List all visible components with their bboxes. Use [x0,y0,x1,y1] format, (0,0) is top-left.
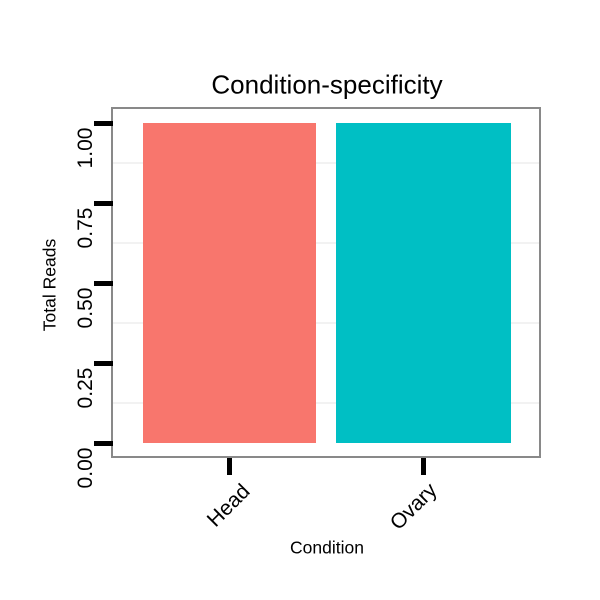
minor-gridline [113,242,539,244]
y-axis-title: Total Reads [39,238,60,332]
y-tick-label: 0.00 [74,447,97,489]
x-axis-title: Condition [290,537,364,558]
y-axis-tick-mark [94,121,113,126]
y-tick-label: 1.00 [74,127,97,169]
x-axis-tick-mark [421,458,426,475]
chart-title: Condition-specificity [211,69,443,100]
minor-gridline [113,322,539,324]
y-axis-tick-mark [94,281,113,286]
y-tick-label: 0.75 [74,207,97,249]
x-tick-label-head: Head [202,479,255,532]
minor-gridline [113,162,539,164]
y-axis-tick-mark [94,201,113,206]
x-tick-label-ovary: Ovary [385,478,442,535]
x-axis-tick-mark [227,458,232,475]
y-axis-tick-mark [94,441,113,446]
bar-ovary [336,123,511,443]
bar-head [143,123,316,443]
plot-panel [111,107,541,458]
y-tick-label: 0.50 [74,287,97,329]
y-tick-label: 0.25 [74,367,97,409]
minor-gridline [113,402,539,404]
y-axis-tick-mark [94,361,113,366]
